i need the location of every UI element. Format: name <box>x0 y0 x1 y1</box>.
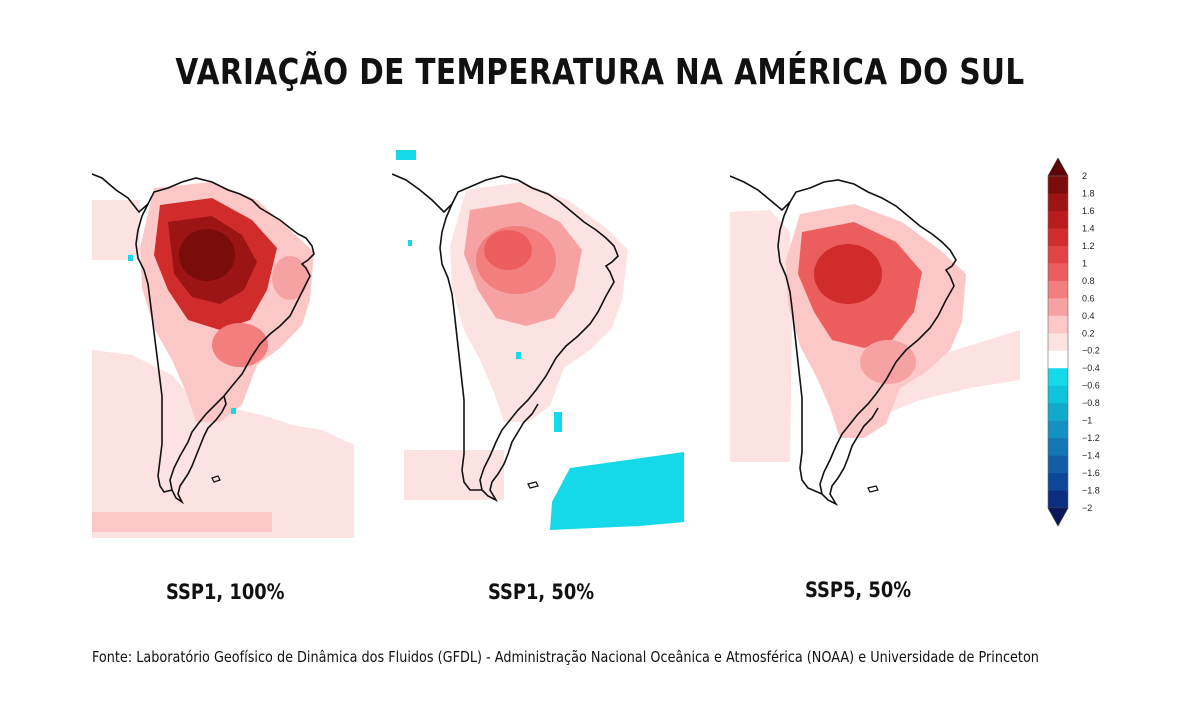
colorbar-cell <box>1048 228 1068 247</box>
falkland-islands <box>527 481 539 489</box>
colorbar-legend: 2 1.8 1.6 1.4 1.2 1 0.8 0.6 0.4 0.2 −0.2 −0.4 −0.6 −0… <box>1047 158 1100 527</box>
colorbar-cell <box>1048 350 1068 369</box>
colorbar-tick-label: 1.2 <box>1082 241 1095 251</box>
colorbar-cell <box>1048 298 1068 317</box>
colorbar-cell <box>1048 176 1068 194</box>
colorbar-arrow-bottom <box>1047 507 1069 527</box>
falkland-islands <box>211 475 221 483</box>
colorbar-arrow-top <box>1047 158 1069 177</box>
anomaly-field <box>92 182 354 538</box>
colorbar-tick-label: −1.4 <box>1082 451 1100 461</box>
panel-label-ssp1-100: SSP1, 100% <box>166 580 285 604</box>
coastline-west <box>135 203 173 493</box>
colorbar-cell <box>1048 193 1068 212</box>
map-panel-ssp1-100 <box>92 173 354 538</box>
colorbar-tick-label: 0.6 <box>1082 293 1095 303</box>
colorbar-tick-label: −0.2 <box>1082 346 1100 356</box>
page-title: VARIAÇÃO DE TEMPERATURA NA AMÉRICA DO SU… <box>175 52 1025 93</box>
colorbar-cell <box>1048 455 1068 474</box>
panel-label-ssp1-50: SSP1, 50% <box>488 580 595 604</box>
colorbar-cell <box>1048 245 1068 264</box>
colorbar-cell <box>1048 263 1068 282</box>
map-panel-ssp5-50 <box>730 175 1020 506</box>
coastline-west <box>439 203 482 491</box>
colorbar-cell <box>1048 280 1068 299</box>
map-panel-ssp1-50 <box>392 150 684 530</box>
anomaly-field <box>730 204 1020 462</box>
coastline <box>730 175 957 506</box>
falkland-islands <box>867 485 879 493</box>
colorbar-ticks: 2 1.8 1.6 1.4 1.2 1 0.8 0.6 0.4 0.2 −0.2 −0.4 −0.6 −0… <box>1082 171 1100 513</box>
anomaly-field <box>396 150 684 530</box>
colorbar-cell <box>1048 438 1068 456</box>
colorbar-tick-label: 0.2 <box>1082 328 1095 338</box>
coastline <box>92 173 315 505</box>
colorbar-cell <box>1048 420 1068 439</box>
coastline <box>392 173 619 502</box>
colorbar-cell <box>1048 315 1068 334</box>
colorbar-tick-label: 0.4 <box>1082 311 1095 321</box>
colorbar-tick-label: −1 <box>1082 416 1092 426</box>
colorbar-tick-label: 2 <box>1082 171 1087 181</box>
colorbar-tick-label: −1.8 <box>1082 486 1100 496</box>
colorbar-cell <box>1048 490 1068 509</box>
colorbar-tick-label: 1.4 <box>1082 223 1095 233</box>
colorbar-tick-label: −1.6 <box>1082 468 1100 478</box>
colorbar-tick-label: 1.8 <box>1082 188 1095 198</box>
colorbar-tick-label: −0.8 <box>1082 398 1100 408</box>
panel-label-ssp5-50: SSP5, 50% <box>805 578 912 602</box>
colorbar-tick-label: 0.8 <box>1082 276 1095 286</box>
colorbar-tick-label: −0.6 <box>1082 381 1100 391</box>
colorbar-cells <box>1047 175 1069 509</box>
colorbar-cell <box>1048 333 1068 352</box>
colorbar-cell <box>1048 368 1068 386</box>
colorbar-tick-label: 1.6 <box>1082 206 1095 216</box>
colorbar-tick-label: −2 <box>1082 503 1092 513</box>
colorbar-cell <box>1048 473 1068 491</box>
colorbar-cell <box>1048 385 1068 404</box>
colorbar-tick-label: −0.4 <box>1082 363 1100 373</box>
source-caption: Fonte: Laboratório Geofísico de Dinâmica… <box>92 648 1039 666</box>
coastline-west <box>777 201 823 495</box>
colorbar-cell <box>1048 210 1068 229</box>
colorbar-cell <box>1048 403 1068 421</box>
colorbar-tick-label: −1.2 <box>1082 433 1100 443</box>
colorbar-tick-label: 1 <box>1082 258 1087 268</box>
